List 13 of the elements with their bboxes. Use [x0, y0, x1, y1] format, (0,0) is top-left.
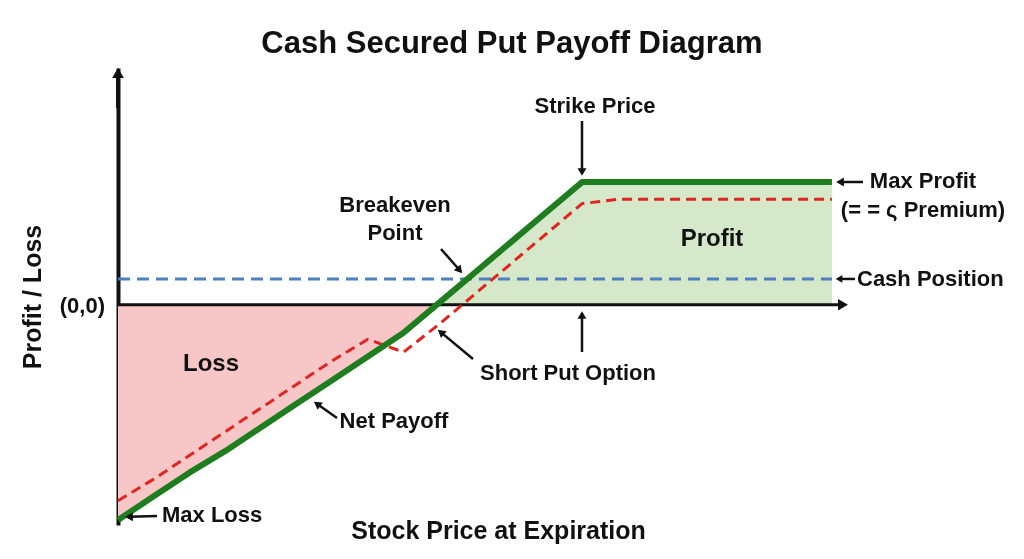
series-label: Loss: [182, 349, 240, 376]
ref-line-label: Cash Position: [857, 265, 1004, 291]
text: (0,0): [59, 293, 105, 318]
x-axis-title: Stock Price at Expiration: [351, 515, 646, 544]
annotation: Max Loss: [162, 502, 263, 527]
text: Max Profit (= = ς Premium): [840, 168, 1006, 222]
text: Short Put Option: [480, 360, 656, 385]
y-axis-title: Profit / Loss: [17, 224, 46, 370]
annotation: Breakeven Point: [339, 192, 451, 245]
series-label: Profit: [680, 224, 744, 251]
series-label: Net Payoff: [339, 408, 450, 433]
text: Strike Price: [534, 93, 656, 118]
chart-title: Cash Secured Put Payoff Diagram: [261, 24, 763, 60]
